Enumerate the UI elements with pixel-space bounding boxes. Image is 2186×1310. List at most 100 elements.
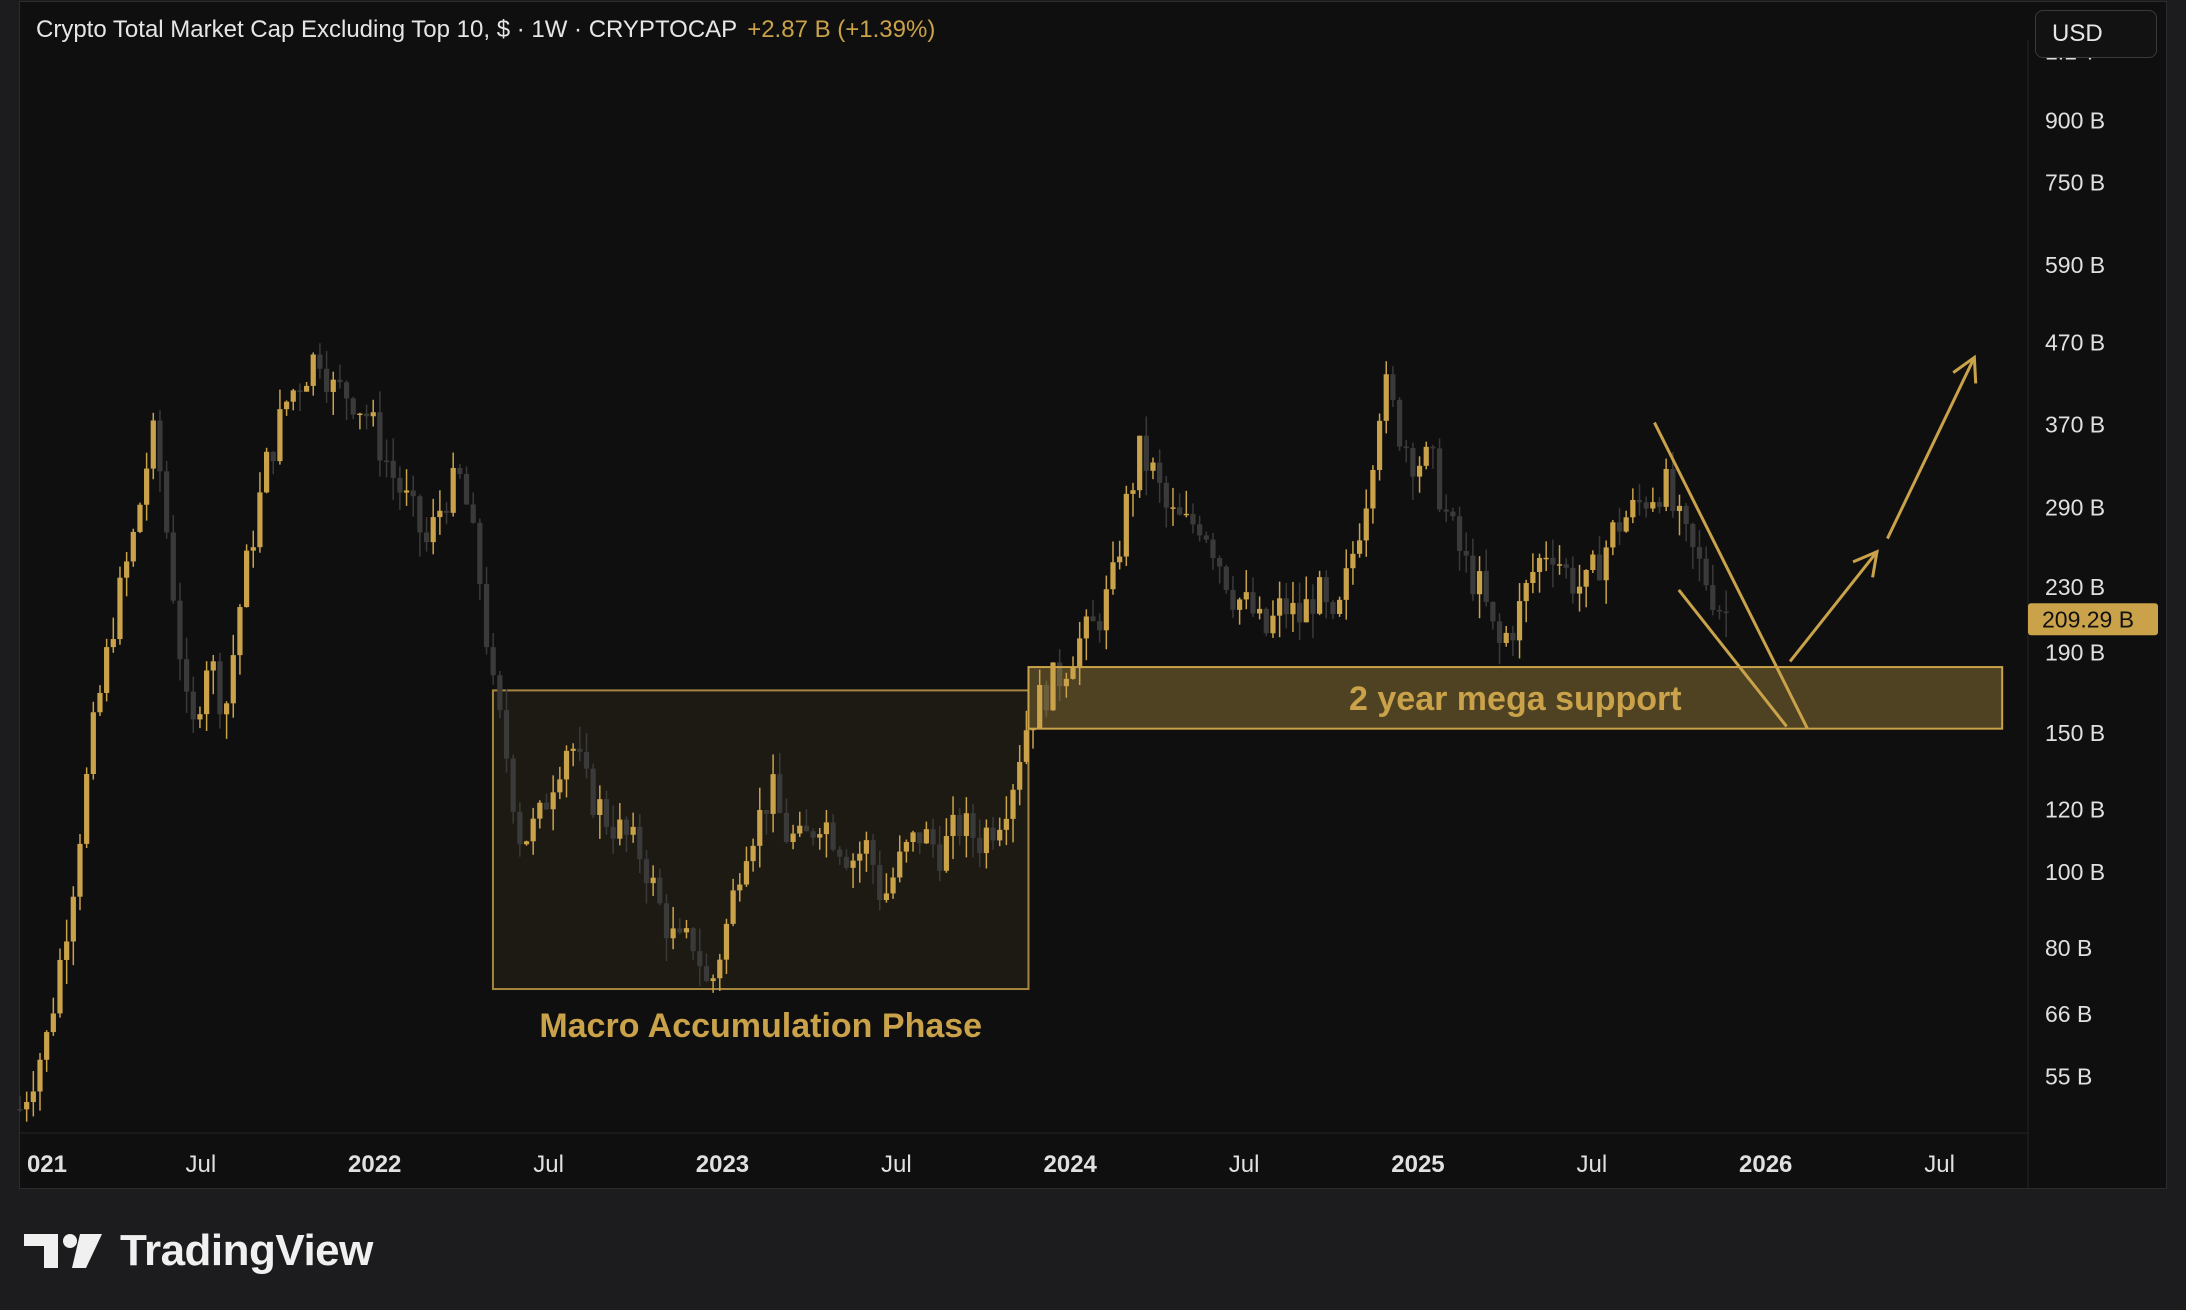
candle-body [623, 819, 630, 835]
candle-body [577, 748, 583, 752]
candle-body [1630, 499, 1636, 518]
currency-button[interactable]: USD [2035, 10, 2157, 58]
candle-body [863, 840, 870, 854]
candle-body [224, 703, 230, 715]
time-tick-label: 2026 [1739, 1151, 1792, 1178]
candle-body [790, 833, 796, 843]
candle-body [710, 978, 716, 982]
candle-body [730, 890, 736, 924]
candle-body [837, 849, 843, 857]
candle-body [410, 490, 416, 497]
candle-body [1050, 662, 1056, 711]
candle-body [1210, 539, 1216, 559]
candle-body [303, 385, 310, 392]
candle-body [1250, 592, 1256, 614]
candle-body [523, 841, 530, 845]
candle-body [110, 639, 116, 648]
wedge-upper-line [1653, 421, 1809, 730]
projection-arrow-head-1 [1852, 549, 1879, 578]
candle-body [1496, 621, 1503, 643]
candle-body [1636, 499, 1643, 503]
candle-body [970, 813, 976, 838]
annotation-layer-front: 2 year mega support [1027, 354, 2004, 730]
candle-body [457, 467, 463, 474]
price-tick-label: 150 B [2045, 720, 2105, 746]
candle-body [950, 814, 956, 837]
candle-body [37, 1059, 43, 1092]
candle-body [50, 1013, 56, 1033]
candle-body [250, 547, 256, 551]
candle-body [637, 826, 643, 860]
candle-body [124, 561, 130, 578]
price-tick-label: 290 B [2045, 495, 2105, 521]
candle-body [1556, 564, 1563, 566]
candle-body [130, 531, 136, 562]
candle-body [983, 827, 989, 854]
candle-body [857, 853, 863, 861]
candle-body [703, 966, 710, 982]
candle-body [943, 836, 949, 871]
candle-body [1310, 599, 1316, 614]
time-tick-label: 2024 [1044, 1151, 1098, 1178]
candle-body [797, 825, 803, 834]
support-zone [1027, 666, 2004, 730]
candle-body [164, 471, 170, 533]
candle-body [204, 670, 210, 715]
time-tick-label: 2023 [696, 1151, 749, 1178]
candle-body [583, 751, 590, 769]
candle-body [1223, 566, 1229, 590]
candle-body [557, 779, 563, 793]
candle-body [430, 517, 436, 543]
candle-body [44, 1032, 50, 1060]
candle-body [1456, 516, 1463, 551]
support-label: 2 year mega support [1349, 680, 1682, 718]
candle-body [650, 877, 656, 884]
candle-body [390, 460, 396, 478]
time-tick-label: Jul [1229, 1151, 1260, 1178]
time-tick-label: Jul [1924, 1151, 1955, 1178]
candle-body [17, 1108, 23, 1111]
candle-body [1363, 508, 1369, 541]
time-tick-label: 2022 [348, 1151, 401, 1178]
candle-body [437, 510, 443, 518]
candle-body [1376, 420, 1383, 471]
candle-body [1710, 585, 1716, 610]
candle-body [630, 826, 636, 835]
candle-body [1603, 547, 1609, 581]
candle-body [117, 577, 123, 640]
price-tick-label: 900 B [2045, 107, 2105, 133]
candle-body [1083, 616, 1089, 639]
candle-body [70, 896, 76, 942]
price-tick-label: 55 B [2045, 1063, 2092, 1089]
price-tick-label: 80 B [2045, 935, 2092, 961]
candle-body [383, 460, 390, 463]
candle-body [910, 832, 916, 843]
candle-body [1696, 547, 1703, 559]
candle-body [1470, 555, 1476, 595]
candle-body [217, 661, 223, 715]
candle-body [1403, 446, 1409, 449]
candle-body [550, 792, 556, 810]
candle-body [1230, 589, 1236, 610]
candle-body [517, 811, 523, 845]
candle-body [850, 860, 856, 868]
candle-body [184, 659, 190, 692]
candle-body [283, 401, 290, 410]
candle-body [843, 856, 850, 868]
candle-body [297, 390, 303, 392]
candle-body [1550, 557, 1556, 565]
candle-body [377, 412, 383, 461]
candle-body [1410, 448, 1416, 477]
candle-body [1536, 557, 1543, 572]
candle-body [1037, 684, 1043, 729]
candle-body [1017, 761, 1023, 790]
candle-body [337, 379, 343, 383]
candle-body [1570, 567, 1576, 594]
candle-body [1576, 586, 1583, 594]
candle-body [750, 845, 756, 862]
tradingview-logo[interactable]: TradingView [24, 1226, 373, 1276]
candle-body [683, 928, 690, 933]
candle-body [957, 814, 963, 836]
